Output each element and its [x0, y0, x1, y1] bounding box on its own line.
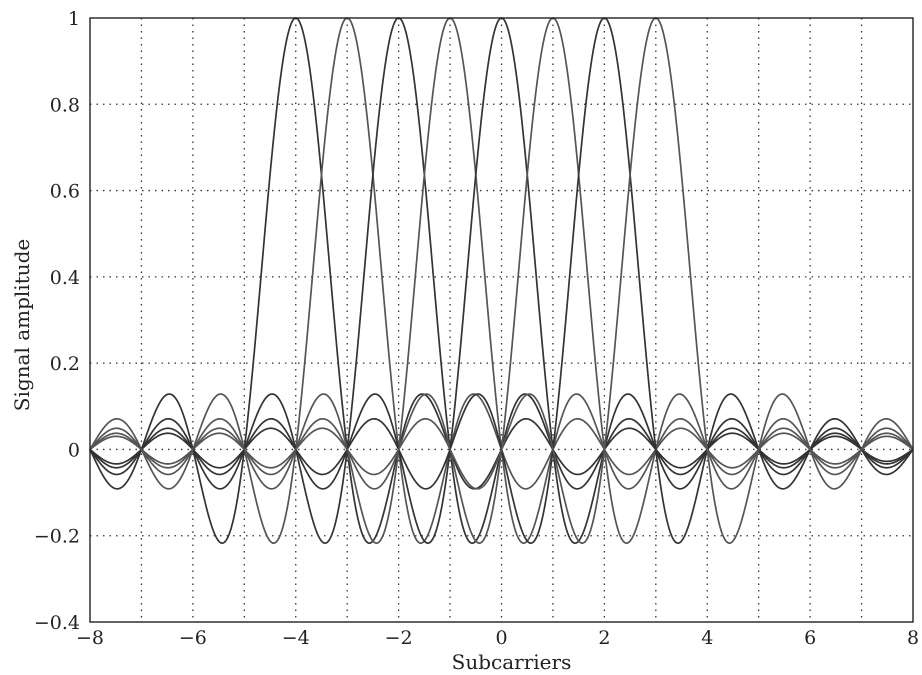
series-group — [89, 17, 914, 544]
grid — [90, 18, 913, 622]
x-tick-label: 4 — [701, 627, 713, 649]
y-tick-label: 0.2 — [50, 353, 80, 375]
y-tick-label: 0.8 — [50, 94, 80, 116]
y-tick-labels: 1 0.8 0.6 0.4 0.2 0 −0.2 −0.4 — [34, 8, 80, 634]
y-tick-label: 0 — [68, 439, 80, 461]
x-axis-label: Subcarriers — [452, 650, 572, 674]
x-tick-label: −6 — [179, 627, 207, 649]
plot-frame — [89, 17, 914, 623]
x-tick-label: 8 — [907, 627, 919, 649]
x-tick-label: 6 — [804, 627, 816, 649]
y-tick-label: 0.4 — [50, 267, 80, 289]
y-tick-label: −0.2 — [34, 526, 80, 548]
x-tick-label: 0 — [495, 627, 507, 649]
y-tick-label: −0.4 — [34, 612, 80, 634]
x-tick-label: 2 — [598, 627, 610, 649]
x-tick-label: −2 — [385, 627, 413, 649]
y-tick-label: 1 — [68, 8, 80, 30]
y-axis-label: Signal amplitude — [10, 239, 34, 412]
x-tick-labels: −8 −6 −4 −2 0 2 4 6 8 — [76, 627, 919, 649]
x-tick-label: −4 — [282, 627, 310, 649]
series-line-8 — [89, 17, 914, 544]
y-tick-label: 0.6 — [50, 181, 80, 203]
x-tick-label: −8 — [76, 627, 104, 649]
